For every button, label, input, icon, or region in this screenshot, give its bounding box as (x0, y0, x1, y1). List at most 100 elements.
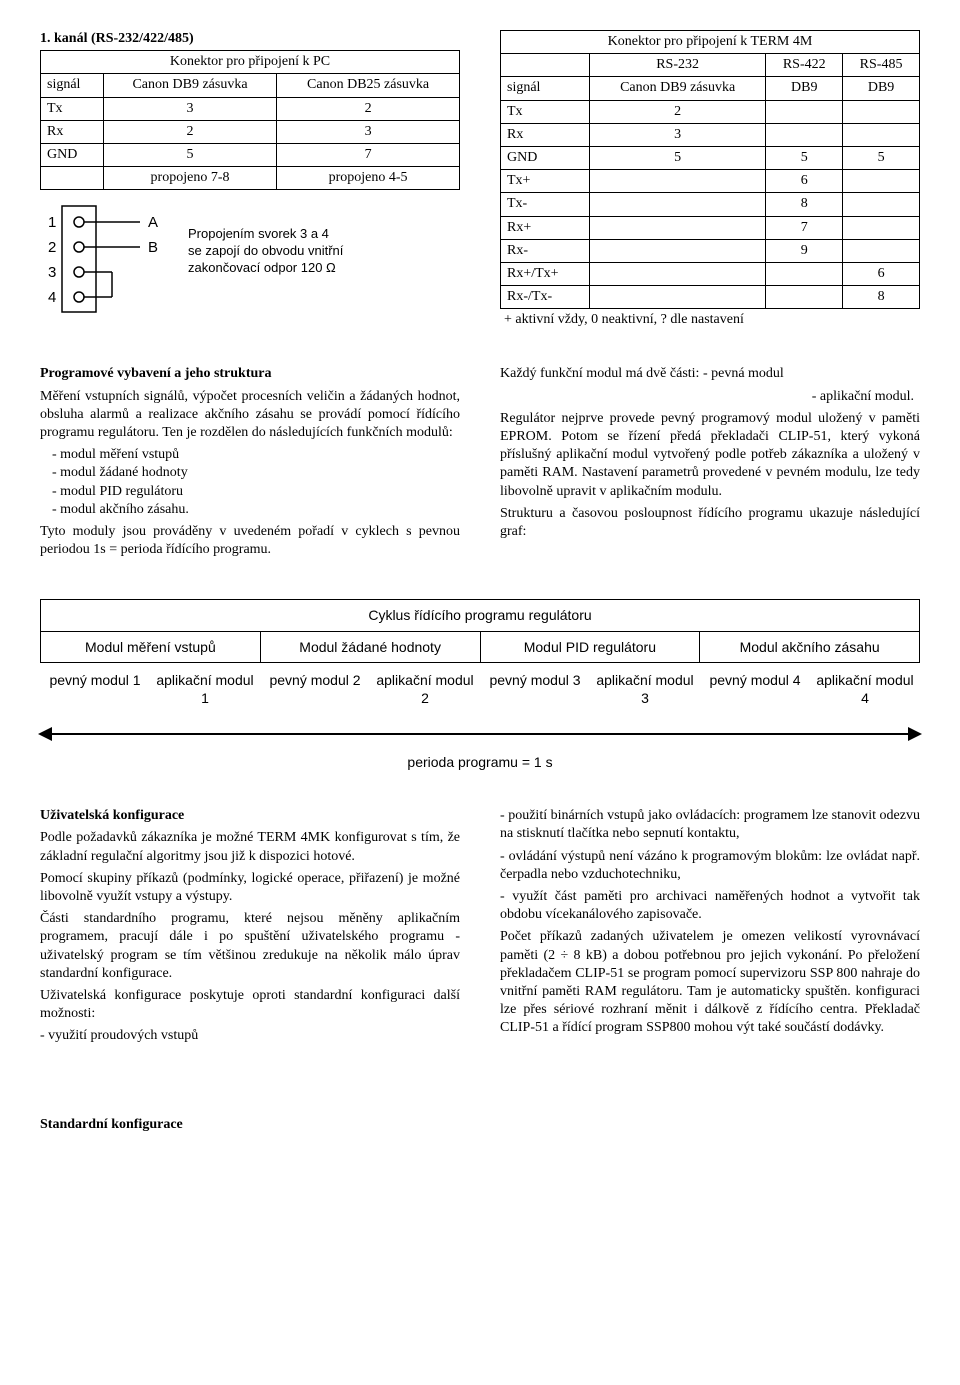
pin-1: 1 (48, 214, 56, 231)
t4m-r2c0: GND (501, 146, 590, 169)
cycle-sub-1: aplikační modul 1 (150, 663, 260, 717)
t4m-r8c2 (766, 286, 843, 309)
diagram-text-3: zakončovací odpor 120 Ω (188, 260, 343, 277)
section1-heading: 1. kanál (RS-232/422/485) (40, 30, 460, 48)
sec2-b3: modul akčního zásahu. (68, 501, 460, 519)
t4m-sig2: DB9 (766, 77, 843, 100)
sec2-left-heading: Programové vybavení a jeho struktura (40, 366, 272, 381)
t4m-r3c3 (843, 170, 920, 193)
table-pc-r3c2: propojeno 4-5 (277, 167, 460, 190)
sec3-left-p3: Části standardního programu, které nejso… (40, 910, 460, 983)
cycle-sub-4: pevný modul 3 (480, 663, 590, 717)
sec3-left-heading: Uživatelská konfigurace (40, 808, 184, 823)
t4m-r2c3: 5 (843, 146, 920, 169)
t4m-r0c1: 2 (589, 100, 765, 123)
t4m-r6c0: Rx- (501, 239, 590, 262)
sec2-b2: modul PID regulátoru (68, 483, 460, 501)
t4m-r4c1 (589, 193, 765, 216)
pin-4: 4 (48, 289, 56, 306)
sec3-right-p2: - ovládání výstupů není vázáno k program… (500, 848, 920, 884)
t4m-footnote: + aktivní vždy, 0 neaktivní, ? dle nasta… (500, 311, 920, 329)
t4m-r7c1 (589, 262, 765, 285)
sec3-left-p4: Uživatelská konfigurace poskytuje oproti… (40, 987, 460, 1023)
t4m-r8c0: Rx-/Tx- (501, 286, 590, 309)
cycle-mod-1: Modul žádané hodnoty (261, 632, 481, 663)
t4m-c0 (501, 54, 590, 77)
t4m-r5c2: 7 (766, 216, 843, 239)
t4m-r7c3: 6 (843, 262, 920, 285)
t4m-r7c2 (766, 262, 843, 285)
table-pc-r2c1: 5 (103, 143, 276, 166)
t4m-r0c3 (843, 100, 920, 123)
connector-svg: 1 2 3 4 A B (40, 200, 180, 320)
table-pc-r1c0: Rx (41, 120, 104, 143)
table-pc-h0: signál (41, 74, 104, 97)
t4m-r1c0: Rx (501, 123, 590, 146)
cycle-arrow (40, 719, 920, 751)
t4m-r7c0: Rx+/Tx+ (501, 262, 590, 285)
sec3-left-p1: Podle požadavků zákazníka je možné TERM … (40, 829, 460, 865)
cycle-mod-3: Modul akčního zásahu (700, 632, 919, 663)
cycle-sub-2: pevný modul 2 (260, 663, 370, 717)
t4m-r0c2 (766, 100, 843, 123)
t4m-sig3: DB9 (843, 77, 920, 100)
table-term4m: Konektor pro připojení k TERM 4M RS-232 … (500, 30, 920, 309)
table-pc-h1: Canon DB9 zásuvka (103, 74, 276, 97)
cycle-sub-6: pevný modul 4 (700, 663, 810, 717)
table-pc-r1c2: 3 (277, 120, 460, 143)
t4m-r5c0: Rx+ (501, 216, 590, 239)
label-a: A (148, 214, 158, 231)
sec3-right-p3: - využít část paměti pro archivaci naměř… (500, 888, 920, 924)
sec2-right-p3: Strukturu a časovou posloupnost řídícího… (500, 505, 920, 541)
t4m-sig0: signál (501, 77, 590, 100)
sec4-heading: Standardní konfigurace (40, 1117, 183, 1132)
sec3-left-p5: - využití proudových vstupů (40, 1027, 460, 1045)
sec3-left-p2: Pomocí skupiny příkazů (podmínky, logick… (40, 870, 460, 906)
table-pc-caption: Konektor pro připojení k PC (41, 51, 460, 74)
sec2-left-bullets: modul měření vstupů modul žádané hodnoty… (40, 446, 460, 519)
t4m-r2c2: 5 (766, 146, 843, 169)
sec2-right-p1a: Každý funkční modul má dvě části: - pevn… (500, 365, 920, 383)
cycle-mod-2: Modul PID regulátoru (481, 632, 701, 663)
table-pc-r0c0: Tx (41, 97, 104, 120)
sec2-right-p2: Regulátor nejprve provede pevný programo… (500, 410, 920, 501)
cycle-mod-0: Modul měření vstupů (41, 632, 261, 663)
table-pc-h2: Canon DB25 zásuvka (277, 74, 460, 97)
t4m-sig1: Canon DB9 zásuvka (589, 77, 765, 100)
cycle-sub-0: pevný modul 1 (40, 663, 150, 717)
t4m-r8c1 (589, 286, 765, 309)
sec2-left-p1: Měření vstupních signálů, výpočet proces… (40, 388, 460, 443)
table-term4m-caption: Konektor pro připojení k TERM 4M (501, 31, 920, 54)
cycle-arrow-label: perioda programu = 1 s (40, 753, 920, 771)
t4m-r6c2: 9 (766, 239, 843, 262)
cycle-diagram: Cyklus řídícího programu regulátoru Modu… (40, 599, 920, 771)
pin-3: 3 (48, 264, 56, 281)
cycle-sub-5: aplikační modul 3 (590, 663, 700, 717)
connector-diagram: 1 2 3 4 A B Propojením svorek 3 a 4 se z… (40, 200, 460, 326)
table-pc-r3c1: propojeno 7-8 (103, 167, 276, 190)
t4m-r1c1: 3 (589, 123, 765, 146)
t4m-r4c0: Tx- (501, 193, 590, 216)
t4m-r4c3 (843, 193, 920, 216)
label-b: B (148, 239, 158, 256)
t4m-r0c0: Tx (501, 100, 590, 123)
t4m-c2: RS-422 (766, 54, 843, 77)
t4m-r1c2 (766, 123, 843, 146)
cycle-sub-7: aplikační modul 4 (810, 663, 920, 717)
t4m-r3c2: 6 (766, 170, 843, 193)
sec3-right-p4: Počet příkazů zadaných uživatelem je ome… (500, 928, 920, 1037)
table-pc-r0c1: 3 (103, 97, 276, 120)
table-pc-r2c2: 7 (277, 143, 460, 166)
diagram-text-2: se zapojí do obvodu vnitřní (188, 243, 343, 260)
t4m-r1c3 (843, 123, 920, 146)
cycle-title: Cyklus řídícího programu regulátoru (40, 599, 920, 631)
t4m-r3c1 (589, 170, 765, 193)
t4m-r5c3 (843, 216, 920, 239)
t4m-c1: RS-232 (589, 54, 765, 77)
t4m-r8c3: 8 (843, 286, 920, 309)
cycle-sub-3: aplikační modul 2 (370, 663, 480, 717)
table-pc-r2c0: GND (41, 143, 104, 166)
sec3-right-p1: - použití binárních vstupů jako ovládací… (500, 807, 920, 843)
t4m-r6c1 (589, 239, 765, 262)
t4m-r2c1: 5 (589, 146, 765, 169)
